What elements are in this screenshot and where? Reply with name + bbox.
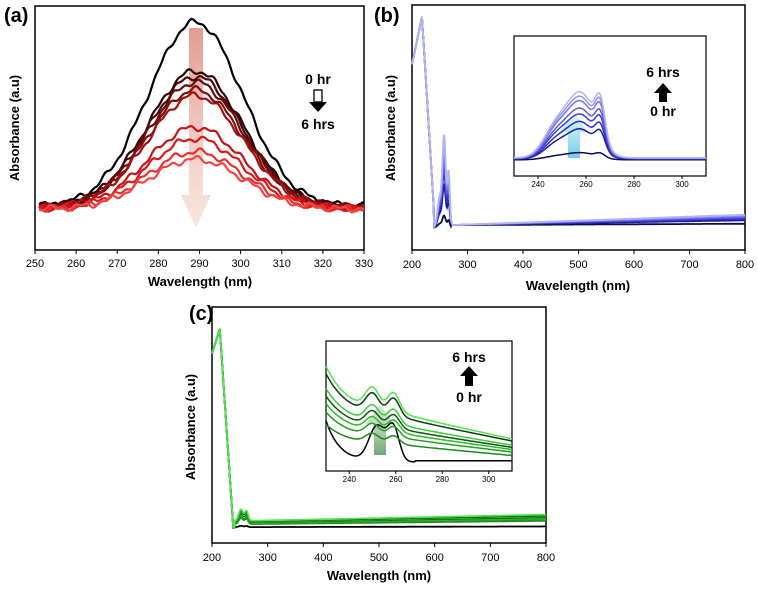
panel-c-ylabel: Absorbance (a.u) [183,374,198,480]
panel-c-inset-series-line [325,388,513,446]
panel-c-inset-frame [325,340,513,472]
panel-b-inset-frame [513,35,707,177]
panel-b-curves [411,16,746,230]
panel-b-inset-x-tick-label: 260 [579,180,593,189]
panel-c-series-line [211,328,546,529]
panel-a-x-tick-label: 320 [314,258,332,270]
panel-b-inset-curves [513,90,706,161]
panel-c: (c) 200 300 400 500 600 700 800 Wavelength (nm… [183,303,555,583]
panel-b-inset-series-line [514,151,706,161]
panel-b-annot-bottom: 0 hr [650,103,676,119]
panel-c-inset-x-tick-label: 300 [482,475,496,484]
panel-b-inset-x-ticks: 240 260 280 300 [531,176,689,189]
panel-b-inset-x-tick-label: 300 [675,180,689,189]
panel-a-annot-arrow-down-icon [309,89,327,112]
panel-c-xlabel: Wavelength (nm) [327,568,431,583]
panel-c-inset-x-tick-label: 280 [436,475,450,484]
panel-c-series-line [211,328,546,529]
panel-a-x-ticks: 250 260 270 280 290 300 310 320 330 [26,250,373,270]
panel-c-inset-curves [325,365,513,463]
panel-b-inset-series-line [514,90,706,159]
panel-c-x-tick-label: 200 [203,552,221,564]
panel-b-x-tick-label: 600 [625,259,643,271]
panel-b-x-tick-label: 400 [514,259,532,271]
panel-a-x-tick-label: 260 [67,258,85,270]
panel-c-inset-series-line [325,411,513,453]
panel-b-x-tick-label: 700 [680,259,698,271]
panel-c-inset-series-line [325,420,512,463]
panel-a-ylabel: Absorbance (a.u) [7,75,22,181]
panel-b-inset: 240 260 280 300 [513,35,707,189]
panel-b-x-tick-label: 800 [736,259,754,271]
panel-a-series-line [38,135,365,213]
panel-c-inset-x-tick-label: 240 [343,475,357,484]
panel-a-x-tick-label: 330 [355,258,373,270]
panel-c-inset: 240 260 280 300 [325,340,513,484]
panel-b: (b) 200 300 400 500 600 700 800 Wavelength (nm… [374,4,754,293]
panel-c-curves [211,328,546,529]
panel-a-annot-bottom: 6 hrs [301,116,335,132]
panel-c-inset-x-ticks: 240 260 280 300 [343,471,496,484]
panel-c-x-ticks: 200 300 400 500 600 700 800 [203,543,555,564]
panel-a-curves [38,17,365,214]
panel-a-label: (a) [4,5,28,27]
panel-b-inset-trend-arrow [560,112,588,158]
panel-a-series-line [38,154,365,214]
panel-b-label: (b) [374,5,400,27]
panel-b-xlabel: Wavelength (nm) [526,278,630,293]
panel-b-inset-x-tick-label: 280 [627,180,641,189]
panel-a-trend-arrow [181,28,211,228]
panel-c-annot-bottom: 0 hr [456,389,482,405]
panel-c-inset-series-line [325,395,513,449]
panel-b-x-tick-label: 300 [458,259,476,271]
panel-c-annot-top: 6 hrs [452,349,486,365]
panel-c-x-tick-label: 400 [314,552,332,564]
panel-a: (a) 250 260 270 280 290 300 310 320 330 Waveleng… [4,5,373,289]
panel-c-label: (c) [189,303,213,325]
panel-b-inset-x-tick-label: 240 [531,180,545,189]
panel-b-annot-top: 6 hrs [646,64,680,80]
panel-b-series-line [411,16,746,230]
panel-a-x-tick-label: 290 [190,258,208,270]
panel-a-x-tick-label: 270 [108,258,126,270]
panel-c-inset-series-line [325,403,513,451]
panel-a-x-tick-label: 310 [273,258,291,270]
panel-c-x-tick-label: 800 [537,552,555,564]
panel-c-inset-series-line [325,373,513,442]
panel-a-x-tick-label: 300 [231,258,249,270]
panel-a-x-tick-label: 250 [26,258,44,270]
panel-a-series-line [38,17,365,210]
panel-c-inset-x-tick-label: 260 [389,475,403,484]
panel-a-x-tick-label: 280 [149,258,167,270]
panel-c-x-tick-label: 300 [258,552,276,564]
panel-b-ylabel: Absorbance (a.u) [383,75,398,181]
panel-c-inset-series-line [325,423,513,457]
panel-c-x-tick-label: 600 [425,552,443,564]
panel-b-x-ticks: 200 300 400 500 600 700 800 [403,250,754,271]
panel-a-xlabel: Wavelength (nm) [148,274,252,289]
panel-c-x-tick-label: 700 [481,552,499,564]
panel-a-annot-top: 0 hr [305,71,331,87]
panel-c-inset-series-line [325,365,513,440]
panel-b-x-tick-label: 500 [569,259,587,271]
panel-b-x-tick-label: 200 [403,259,421,271]
panel-c-annot-arrow-up-icon [460,366,478,386]
panel-b-annot-arrow-up-icon [654,83,672,102]
panel-c-x-tick-label: 500 [370,552,388,564]
